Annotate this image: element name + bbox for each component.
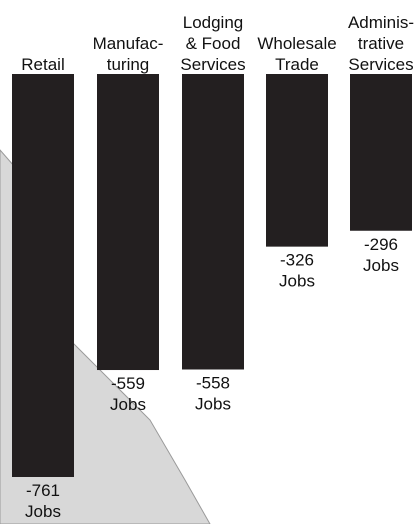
category-label-line: Lodging <box>183 13 244 32</box>
bar-1 <box>97 74 159 371</box>
value-label-2: -558 Jobs <box>195 373 231 413</box>
value-label-line: -296 <box>364 235 398 254</box>
value-label-line: -761 <box>26 481 60 500</box>
value-label-line: -559 <box>111 374 145 393</box>
category-label-2: Lodging & Food Services <box>180 13 245 74</box>
category-label-3: Wholesale Trade <box>257 34 336 74</box>
value-label-line: Jobs <box>110 395 146 414</box>
category-label-line: Services <box>348 55 413 74</box>
value-label-line: Jobs <box>25 502 61 521</box>
value-label-line: Jobs <box>279 272 315 291</box>
category-label-line: Manufac- <box>93 34 164 53</box>
bar-0 <box>12 74 74 477</box>
category-label-line: & Food <box>186 34 241 53</box>
category-label-1: Manufac-turing <box>93 34 164 74</box>
category-label-line: Services <box>180 55 245 74</box>
category-label-line: trative <box>358 34 404 53</box>
category-label-0: Retail <box>21 55 64 74</box>
category-label-line: Retail <box>21 55 64 74</box>
category-label-line: Wholesale <box>257 34 336 53</box>
value-label-3: -326 Jobs <box>279 251 315 291</box>
value-label-1: -559 Jobs <box>110 374 146 414</box>
value-label-0: -761 Jobs <box>25 481 61 521</box>
category-label-4: Adminis-trative Services <box>348 13 414 74</box>
value-label-line: -558 <box>196 373 230 392</box>
category-label-line: turing <box>107 55 150 74</box>
bar-2 <box>182 74 244 370</box>
bars-group <box>12 74 412 477</box>
value-label-line: Jobs <box>363 256 399 275</box>
bar-3 <box>266 74 328 247</box>
category-labels-group: Retail Manufac-turing Lodging & Food Service… <box>21 13 414 74</box>
value-label-4: -296 Jobs <box>363 235 399 275</box>
category-label-line: Adminis- <box>348 13 414 32</box>
bar-4 <box>350 74 412 231</box>
value-label-line: -326 <box>280 251 314 270</box>
category-label-line: Trade <box>275 55 319 74</box>
value-labels-group: -761 Jobs -559 Jobs -558 Jobs -326 Jobs -296 Jobs <box>25 235 399 521</box>
value-label-line: Jobs <box>195 394 231 413</box>
